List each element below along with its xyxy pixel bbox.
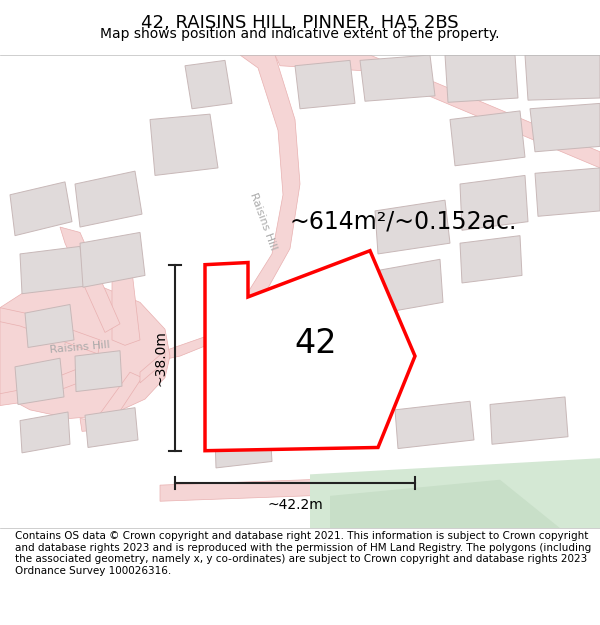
Polygon shape — [25, 304, 74, 348]
Polygon shape — [140, 351, 165, 383]
Polygon shape — [360, 55, 435, 101]
Polygon shape — [210, 386, 278, 434]
Text: ~38.0m: ~38.0m — [154, 330, 168, 386]
Polygon shape — [525, 55, 600, 100]
Text: ~42.2m: ~42.2m — [267, 498, 323, 512]
Polygon shape — [445, 55, 518, 102]
Polygon shape — [375, 200, 450, 254]
Polygon shape — [125, 55, 300, 372]
Polygon shape — [80, 372, 142, 431]
Polygon shape — [15, 358, 64, 404]
Text: 42: 42 — [294, 327, 337, 360]
Polygon shape — [75, 351, 122, 392]
Text: 42, RAISINS HILL, PINNER, HA5 2BS: 42, RAISINS HILL, PINNER, HA5 2BS — [141, 14, 459, 32]
Polygon shape — [395, 401, 474, 449]
Polygon shape — [310, 458, 600, 528]
Polygon shape — [215, 429, 272, 468]
Polygon shape — [160, 469, 600, 501]
Text: Contains OS data © Crown copyright and database right 2021. This information is : Contains OS data © Crown copyright and d… — [15, 531, 591, 576]
Polygon shape — [205, 251, 415, 451]
Polygon shape — [490, 397, 568, 444]
Polygon shape — [450, 111, 525, 166]
Polygon shape — [330, 480, 560, 528]
Polygon shape — [112, 254, 140, 346]
Polygon shape — [20, 246, 85, 294]
Polygon shape — [10, 182, 72, 236]
Polygon shape — [460, 236, 522, 283]
Polygon shape — [80, 232, 145, 288]
Polygon shape — [0, 281, 170, 419]
Polygon shape — [380, 259, 443, 313]
Polygon shape — [20, 412, 70, 453]
Polygon shape — [530, 103, 600, 152]
Text: ~614m²/~0.152ac.: ~614m²/~0.152ac. — [290, 209, 517, 234]
Text: Map shows position and indicative extent of the property.: Map shows position and indicative extent… — [100, 28, 500, 41]
Polygon shape — [275, 55, 600, 168]
Text: Raisins Hill: Raisins Hill — [248, 191, 278, 252]
Polygon shape — [0, 308, 100, 354]
Polygon shape — [460, 176, 528, 230]
Polygon shape — [0, 356, 115, 406]
Polygon shape — [60, 227, 120, 332]
Polygon shape — [150, 114, 218, 176]
Polygon shape — [295, 61, 355, 109]
Polygon shape — [75, 171, 142, 227]
Polygon shape — [85, 408, 138, 447]
Polygon shape — [185, 61, 232, 109]
Polygon shape — [535, 168, 600, 216]
Text: Raisins Hill: Raisins Hill — [49, 340, 110, 355]
